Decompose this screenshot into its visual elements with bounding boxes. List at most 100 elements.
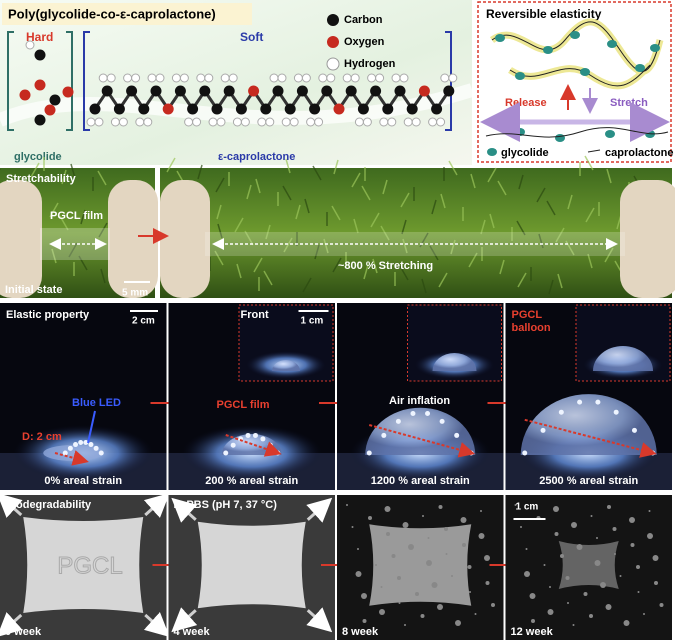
fragment [398,602,401,604]
hydrogen [306,117,316,127]
hydrogen [106,73,116,83]
led-label: Blue LED [72,397,121,409]
fragment [402,522,409,528]
glycolide-unit [543,46,553,54]
carbon [223,85,235,97]
led [223,450,229,456]
caption: 2500 % areal strain [539,475,638,487]
led [62,450,68,456]
fragment [362,619,367,623]
film [197,521,306,609]
elasticity-title: Reversible elasticity [486,7,602,21]
stretching-label: ~800 % Stretching [338,260,433,272]
fragment [368,516,372,520]
panel-title: Stretchability [6,173,77,185]
hydrogen [204,73,214,83]
release-label: Release [505,97,547,109]
fragment [637,591,640,593]
carbon [370,85,382,97]
hydrogen [179,73,189,83]
carbon [309,103,321,115]
fragment [605,604,612,610]
led [381,432,387,438]
blade [361,185,371,201]
blade [468,252,478,268]
fragment [567,602,569,604]
blade [584,155,594,171]
glycolide-unit [515,72,525,80]
led [93,445,99,451]
fragment [408,544,414,550]
fragment [619,575,622,577]
panel-title: Biodegradability [5,499,92,511]
blade [236,263,242,279]
carbon [345,85,357,97]
hydrogen [387,117,397,127]
blade [516,220,526,236]
fragment [355,571,362,577]
fragment [380,586,383,588]
stretch-arrow [0,612,23,638]
fragment [391,554,396,558]
carbon [138,103,150,115]
led [78,439,84,445]
fragment [462,543,466,547]
stretch-arrow [143,612,170,638]
glycolide-unit [570,31,580,39]
oxygen [19,89,31,101]
carbon [113,103,125,115]
film-text: PGCL [57,552,122,579]
blade [497,180,507,196]
fragment [427,537,430,539]
hydrogen [314,117,324,127]
hydrogen [428,117,438,127]
led [454,432,460,438]
scale-label: 2 cm [132,316,155,327]
carbon [174,85,186,97]
hydrogen [220,73,230,83]
week-label: 12 week [511,626,554,638]
molecule-chain [19,40,458,127]
fragment [514,504,517,506]
fragment [553,506,559,512]
scale-label: 1 cm [516,502,539,513]
hydrogen [403,117,413,127]
led [230,442,236,448]
stretch-arrow [171,497,198,523]
hydrogen [293,73,303,83]
blade [363,264,369,280]
led [425,411,431,417]
fragment [543,564,546,566]
fragment [525,548,528,550]
fragment [437,604,443,610]
legend-label: glycolide [501,147,549,159]
fragment [560,554,564,558]
carbon [406,103,418,115]
legend-oxygen [327,36,339,48]
hydrogen [362,117,372,127]
hard-unit: glycolide [14,151,62,163]
fragment [351,526,354,528]
elastic-property: 0% areal strain 200 % areal strain 1200 % … [0,303,672,490]
led [67,445,73,451]
hydrogen [411,117,421,127]
hydrogen [342,73,352,83]
fragment [647,533,653,539]
fragment [379,609,385,615]
fragment [576,544,583,550]
blade [438,272,448,288]
carbon [34,114,46,126]
blade [480,219,486,235]
hydrogen [208,117,218,127]
title-box [2,3,252,25]
fragment [636,565,640,569]
fragment [648,510,651,512]
film-label: PGCL film [50,210,103,222]
fragment [614,553,616,555]
fragment [404,624,406,626]
hydrogen [367,73,377,83]
led [577,399,583,405]
fragment [346,504,348,506]
balloon [520,394,657,455]
hard-label: Hard [26,30,53,44]
